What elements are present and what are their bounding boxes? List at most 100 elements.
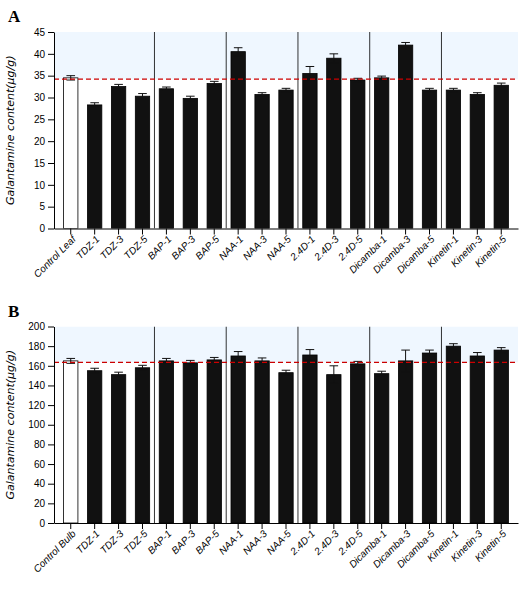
panel-label: A	[8, 7, 21, 26]
error-bar	[282, 370, 291, 375]
x-tick: BAP-5	[193, 523, 222, 556]
x-tick-label: NAA-3	[241, 528, 270, 557]
x-tick-label: TDZ-1	[74, 528, 102, 556]
error-bar	[401, 350, 410, 372]
y-tick-mark	[48, 366, 54, 367]
x-tick: TDZ-3	[98, 229, 126, 262]
error-bar	[330, 54, 339, 63]
bar	[446, 90, 460, 228]
y-tick-mark	[48, 484, 54, 485]
x-tick: BAP-1	[145, 523, 173, 556]
x-tick-label: Kinetin-5	[473, 528, 509, 564]
chart-root: A051015202530354045Control LeafTDZ-1TDZ-…	[0, 0, 530, 589]
panel-label: B	[8, 302, 19, 321]
y-tick-mark	[48, 207, 54, 208]
error-bar	[234, 48, 243, 56]
group-separator	[154, 327, 155, 524]
x-tick-mark	[142, 229, 143, 235]
bar	[470, 356, 484, 523]
x-tick-mark	[357, 523, 358, 529]
x-tick-mark	[333, 523, 334, 529]
y-axis-title: Galantamine content(μg/g)	[4, 350, 17, 499]
x-tick-label: NAA-5	[264, 528, 293, 557]
group-separator	[441, 32, 442, 229]
y-tick-mark	[48, 425, 54, 426]
error-bar	[186, 96, 195, 100]
bar	[231, 52, 245, 229]
error-bar	[258, 93, 267, 96]
bar	[183, 98, 197, 228]
y-tick: 0	[39, 223, 54, 234]
x-tick-label: Control Leaf	[32, 233, 79, 280]
plot: 051015202530354045Control LeafTDZ-1TDZ-3…	[4, 27, 519, 280]
x-tick-label: Control Bulb	[31, 528, 78, 575]
error-bar	[449, 344, 458, 349]
error-bar	[425, 350, 434, 356]
x-tick-mark	[238, 229, 239, 235]
x-tick-mark	[309, 523, 310, 529]
y-tick: 180	[28, 341, 54, 352]
y-tick-label: 30	[34, 92, 46, 103]
x-tick-label: 2.4D-3	[311, 233, 341, 263]
y-tick-label: 10	[34, 180, 46, 191]
x-tick-label: NAA-1	[217, 528, 246, 557]
bar	[87, 371, 101, 523]
bar	[279, 90, 293, 228]
x-tick-mark	[405, 229, 406, 235]
y-tick-mark	[48, 119, 54, 120]
y-tick-mark	[48, 185, 54, 186]
bar	[64, 361, 78, 523]
x-tick-label: BAP-3	[169, 233, 198, 262]
group-separator	[369, 32, 370, 229]
x-tick-mark	[381, 523, 382, 529]
x-tick: Control Bulb	[31, 523, 78, 575]
group-separator	[441, 327, 442, 524]
bar	[207, 360, 221, 523]
x-tick: BAP-1	[145, 229, 173, 262]
y-tick-mark	[48, 346, 54, 347]
marks	[54, 32, 518, 229]
x-tick-mark	[262, 523, 263, 529]
x-tick-mark	[214, 229, 215, 235]
x-tick-mark	[286, 229, 287, 235]
x-tick-mark	[118, 523, 119, 529]
y-tick: 15	[34, 158, 54, 169]
x-tick-mark	[166, 523, 167, 529]
bar	[159, 361, 173, 523]
x-tick-mark	[333, 229, 334, 235]
x-tick-label: BAP-1	[145, 528, 173, 556]
error-bar	[449, 88, 458, 91]
error-bar	[497, 348, 506, 353]
x-tick: Control Leaf	[32, 229, 79, 280]
x-tick: Kinetin-5	[473, 229, 509, 270]
bar	[303, 355, 317, 523]
x-tick-mark	[214, 523, 215, 529]
y-tick: 120	[28, 400, 54, 411]
x-tick: TDZ-5	[122, 229, 150, 262]
x-tick-label: NAA-5	[264, 233, 293, 262]
y-tick-label: 60	[34, 459, 46, 470]
y-tick: 45	[34, 27, 54, 38]
y-tick-label: 160	[28, 361, 45, 372]
bar	[422, 353, 436, 523]
y-tick: 160	[28, 361, 54, 372]
error-bar	[377, 371, 386, 376]
y-tick-mark	[48, 229, 54, 230]
y-tick: 5	[39, 201, 54, 212]
x-tick-label: TDZ-1	[74, 233, 102, 261]
y-tick-mark	[48, 98, 54, 99]
y-tick-label: 120	[28, 400, 45, 411]
x-tick-mark	[70, 229, 71, 235]
x-tick-label: 2.4D-1	[287, 528, 317, 558]
y-axis: 051015202530354045	[34, 27, 55, 235]
error-bar	[330, 366, 339, 384]
x-tick: Kinetin-5	[473, 523, 509, 564]
x-tick-label: 2.4D-1	[287, 233, 317, 263]
x-tick-mark	[70, 523, 71, 529]
x-tick-label: NAA-1	[217, 233, 246, 262]
bar	[398, 45, 412, 228]
y-tick-mark	[48, 523, 54, 524]
y-tick: 0	[39, 518, 54, 529]
y-tick-mark	[48, 32, 54, 33]
y-tick: 30	[34, 92, 54, 103]
